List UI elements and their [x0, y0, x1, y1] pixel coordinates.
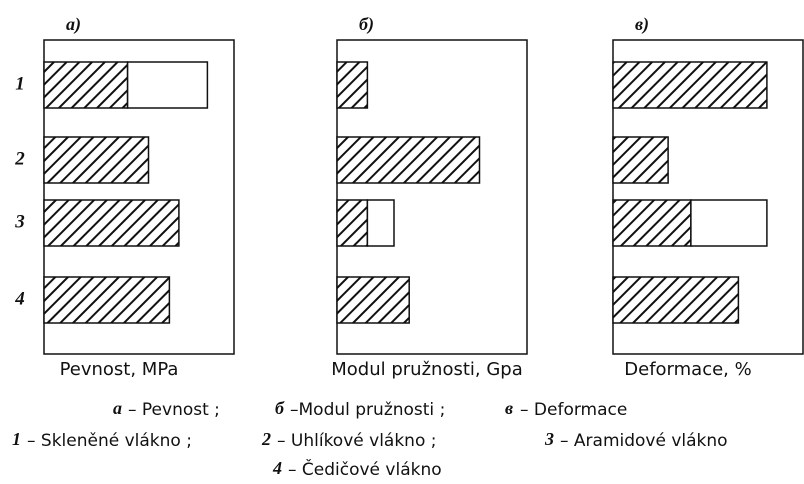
legend-text: – Pevnost ; — [128, 400, 220, 420]
legend-text: – Čedičové vlákno — [288, 458, 442, 480]
legend-text: – Aramidové vlákno — [560, 431, 728, 451]
legend-key: 2 — [261, 429, 271, 449]
bar — [336, 136, 481, 184]
bar — [336, 199, 369, 247]
bar — [336, 61, 369, 109]
y-tick-label: 2 — [14, 148, 25, 169]
y-tick-label: 4 — [14, 288, 25, 309]
bar-range — [690, 199, 768, 247]
y-tick-label: 1 — [15, 73, 25, 94]
x-axis-label: Deformace, % — [624, 359, 751, 380]
legend-key: а — [113, 398, 122, 418]
bar-range — [126, 61, 209, 109]
bar — [43, 61, 129, 109]
panel-label: б) — [359, 14, 374, 35]
y-tick-label: 3 — [14, 211, 25, 232]
legend-key: в — [505, 398, 513, 418]
legend-key: б — [275, 398, 285, 418]
legend-text: – Skleněné vlákno ; — [27, 431, 192, 451]
bar — [43, 136, 150, 184]
bar — [612, 136, 669, 184]
bar — [612, 61, 768, 109]
legend-key: 3 — [544, 429, 554, 449]
bar — [43, 199, 180, 247]
legend-text: – Uhlíkové vlákno ; — [277, 431, 436, 451]
bar — [336, 276, 410, 324]
panel-frame — [43, 39, 235, 355]
bar — [43, 276, 171, 324]
bar — [612, 199, 692, 247]
panel-frame — [336, 39, 528, 355]
panel-frame — [612, 39, 804, 355]
legend-text: –Modul pružnosti ; — [290, 400, 445, 420]
panel-label: в) — [635, 14, 649, 35]
bar-range — [366, 199, 395, 247]
x-axis-label: Modul pružnosti, Gpa — [331, 359, 523, 380]
panel-label: а) — [66, 14, 81, 35]
x-axis-label: Pevnost, MPa — [60, 359, 179, 380]
legend-key: 4 — [272, 458, 282, 478]
bar — [612, 276, 740, 324]
legend-key: 1 — [12, 429, 21, 449]
legend-text: – Deformace — [520, 400, 627, 420]
